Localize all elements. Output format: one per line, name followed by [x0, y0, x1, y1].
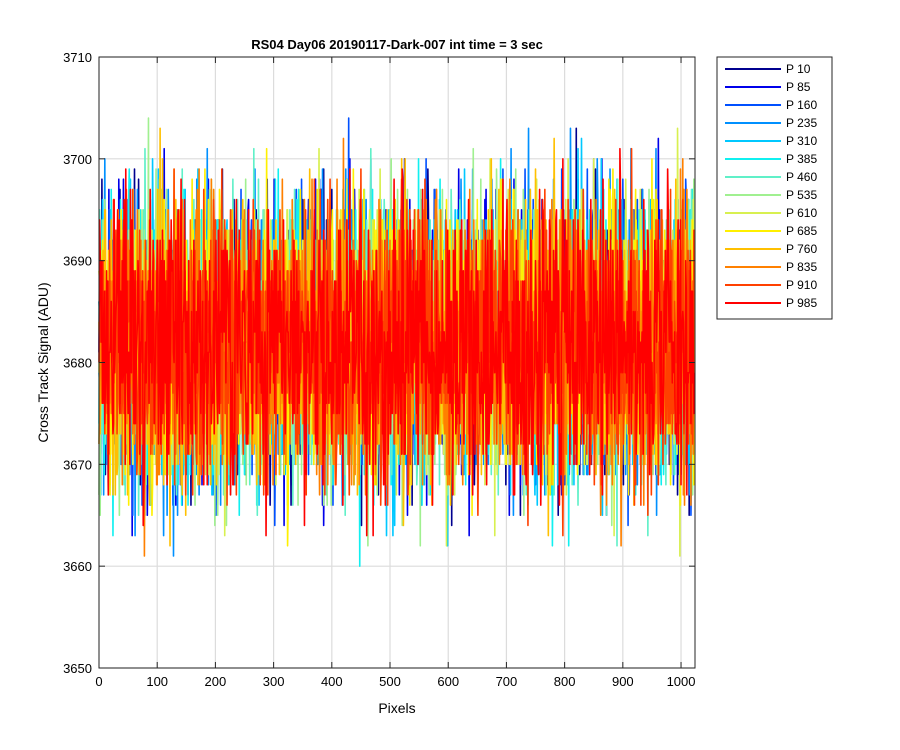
x-tick-label: 0 [95, 674, 102, 689]
legend-label-p-160[interactable]: P 160 [786, 98, 817, 112]
legend-label-p-985[interactable]: P 985 [786, 296, 817, 310]
data-series-group [98, 117, 696, 567]
x-tick-label: 500 [379, 674, 401, 689]
x-tick-label: 900 [612, 674, 634, 689]
y-tick-label: 3660 [63, 559, 92, 574]
series-line-p-985 [98, 147, 696, 537]
x-tick-label: 300 [263, 674, 285, 689]
legend-label-p-760[interactable]: P 760 [786, 242, 817, 256]
x-tick-label: 400 [321, 674, 343, 689]
legend-label-p-310[interactable]: P 310 [786, 134, 817, 148]
legend-label-p-835[interactable]: P 835 [786, 260, 817, 274]
y-tick-label: 3680 [63, 356, 92, 371]
x-tick-label: 1000 [667, 674, 696, 689]
y-tick-label: 3650 [63, 661, 92, 676]
x-tick-label: 600 [437, 674, 459, 689]
legend-label-p-85[interactable]: P 85 [786, 80, 811, 94]
x-tick-label: 200 [205, 674, 227, 689]
x-axis-label: Pixels [378, 700, 415, 716]
y-tick-label: 3710 [63, 50, 92, 65]
legend-box [716, 56, 833, 320]
chart-title: RS04 Day06 20190117-Dark-007 int time = … [251, 37, 543, 52]
y-axis-label: Cross Track Signal (ADU) [35, 282, 51, 442]
y-tick-label: 3670 [63, 457, 92, 472]
legend-label-p-610[interactable]: P 610 [786, 206, 817, 220]
legend-label-p-685[interactable]: P 685 [786, 224, 817, 238]
y-tick-label: 3700 [63, 152, 92, 167]
legend[interactable]: P 10 P 85 P 160 P 235 P 310 P 385 P 460 P 535 P … [716, 56, 833, 320]
legend-label-p-460[interactable]: P 460 [786, 170, 817, 184]
x-tick-label: 700 [496, 674, 518, 689]
legend-label-p-535[interactable]: P 535 [786, 188, 817, 202]
x-tick-label: 100 [146, 674, 168, 689]
legend-label-p-385[interactable]: P 385 [786, 152, 817, 166]
legend-label-p-910[interactable]: P 910 [786, 278, 817, 292]
y-tick-label: 3690 [63, 254, 92, 269]
axis-ticks: 0 100 200 300 400 500 600 700 800 900 1000 3650 3660… [63, 50, 695, 689]
legend-label-p-10[interactable]: P 10 [786, 62, 811, 76]
legend-label-p-235[interactable]: P 235 [786, 116, 817, 130]
x-tick-label: 800 [554, 674, 576, 689]
